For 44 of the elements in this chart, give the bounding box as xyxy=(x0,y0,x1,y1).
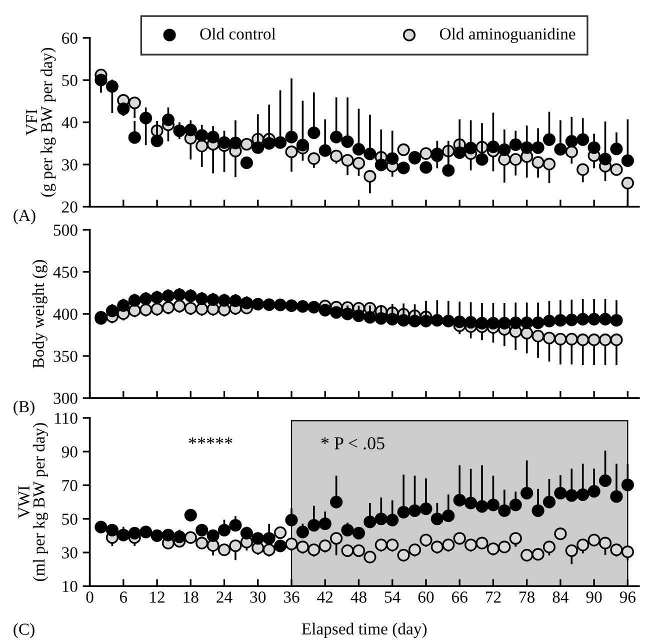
x-tick-label: 42 xyxy=(317,592,333,603)
y-tick-label: 500 xyxy=(54,224,78,236)
x-tick-label: 24 xyxy=(216,592,232,603)
x-tick-label: 96 xyxy=(620,592,636,603)
y-tick-label: 400 xyxy=(53,308,78,320)
text: (A) xyxy=(14,209,36,224)
text: (C) xyxy=(14,623,34,638)
annotation: ***** xyxy=(188,437,232,444)
annotation: * P < .05 xyxy=(321,437,384,450)
y-tick-label: 40 xyxy=(62,117,78,128)
y-axis-title: Body weight (g) xyxy=(32,260,48,368)
x-tick-label: 18 xyxy=(184,591,198,603)
y-tick-label: 30 xyxy=(62,547,78,558)
y-tick-label: 70 xyxy=(62,480,78,492)
y-tick-label: 50 xyxy=(62,74,78,86)
x-tick-label: 30 xyxy=(250,591,266,603)
x-tick-label: 90 xyxy=(586,591,602,603)
x-tick-label: 6 xyxy=(120,592,128,603)
y-tick-label: 110 xyxy=(55,412,78,424)
text: (B) xyxy=(14,400,34,416)
x-tick-label: 0 xyxy=(86,591,94,603)
x-tick-label: 48 xyxy=(350,591,366,603)
y-tick-label: 20 xyxy=(62,201,78,213)
x-tick-label: 36 xyxy=(284,592,300,603)
x-tick-label: 12 xyxy=(150,592,164,603)
x-tick-label: 60 xyxy=(418,591,434,603)
x-tick-label: 84 xyxy=(552,591,569,603)
y-tick-label: 10 xyxy=(62,580,78,592)
y-tick-label: 90 xyxy=(62,446,78,458)
y-tick-label: 300 xyxy=(54,392,78,404)
x-tick-label: 72 xyxy=(486,592,501,603)
x-tick-label: 66 xyxy=(452,592,468,603)
y-tick-label: 30 xyxy=(62,159,78,170)
y-tick-label: 350 xyxy=(54,350,78,362)
legend-label: Old aminoguanidine xyxy=(440,28,576,43)
y-tick-label: 50 xyxy=(62,514,78,525)
x-axis-title: Elapsed time (day) xyxy=(302,622,427,638)
y-axis-title: VWI (ml per kg BW per day) xyxy=(18,423,48,581)
x-tick-label: 54 xyxy=(384,592,400,603)
y-tick-label: 450 xyxy=(53,266,78,278)
x-tick-label: 78 xyxy=(520,591,535,603)
legend-label: Old control xyxy=(200,28,276,40)
y-tick-label: 60 xyxy=(62,32,78,44)
y-axis-title: VFI (g per kg BW per day) xyxy=(26,48,56,197)
